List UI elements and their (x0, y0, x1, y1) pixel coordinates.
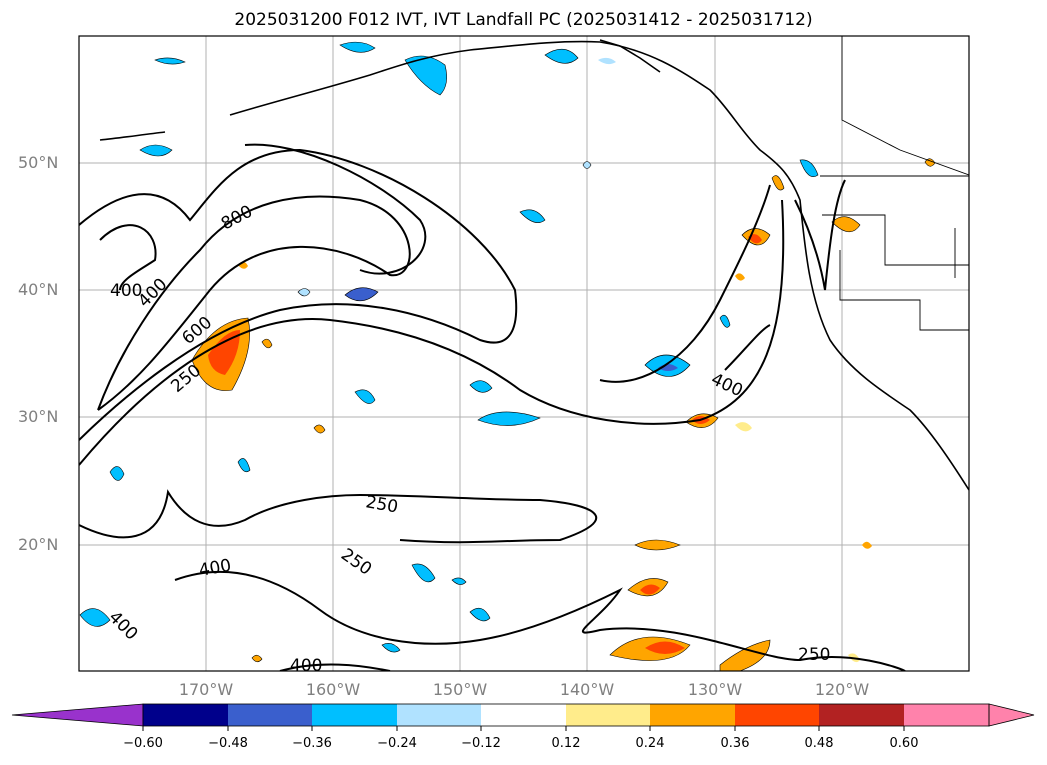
lat-label: 40°N (18, 280, 59, 299)
lat-label: 50°N (18, 153, 59, 172)
colorbar-tick-label: 0.60 (889, 736, 919, 751)
colorbar-extend-max (988, 703, 1035, 727)
colorbar-extend-min (11, 703, 144, 727)
coastline (99, 39, 969, 491)
contour-label: 250 (798, 645, 830, 665)
colorbar-tick-label: 0.12 (551, 736, 581, 751)
boundaries (820, 36, 969, 331)
colorbar-segment (228, 704, 312, 726)
colorbar-segment (735, 704, 819, 726)
colorbar-segment (819, 704, 904, 726)
pc-negative-patches (79, 41, 819, 653)
colorbar-tick-label: −0.24 (377, 736, 417, 751)
colorbar-segment (481, 704, 566, 726)
colorbar-ticks (142, 726, 905, 731)
colorbar-tick-label: 0.48 (804, 736, 834, 751)
colorbar-segment (650, 704, 735, 726)
map-frame (78, 35, 970, 672)
lat-label: 30°N (18, 407, 59, 426)
lat-label: 20°N (18, 535, 59, 554)
colorbar-tick-label: −0.48 (208, 736, 248, 751)
colorbar-tick-label: −0.12 (461, 736, 501, 751)
contour-label: 400 (290, 656, 322, 676)
lon-label: 140°W (559, 680, 615, 699)
lon-label: 170°W (178, 680, 234, 699)
map-title: 2025031200 F012 IVT, IVT Landfall PC (20… (234, 10, 813, 30)
lon-label: 120°W (814, 680, 870, 699)
lon-label: 130°W (687, 680, 743, 699)
lon-label: 160°W (305, 680, 361, 699)
colorbar-tick-label: 0.36 (720, 736, 750, 751)
colorbar-tick-label: −0.36 (292, 736, 332, 751)
contour-label: 400 (110, 281, 142, 301)
colorbar-segment (397, 704, 481, 726)
colorbar-segment (904, 704, 989, 726)
colorbar-segment (143, 704, 228, 726)
colorbar-tick-label: −0.60 (123, 736, 163, 751)
colorbar-tick-label: 0.24 (635, 736, 665, 751)
ivt-contours (79, 143, 906, 671)
colorbar-segment (312, 704, 397, 726)
colorbar-segment (566, 704, 650, 726)
colorbar (11, 703, 1035, 731)
lon-label: 150°W (432, 680, 488, 699)
